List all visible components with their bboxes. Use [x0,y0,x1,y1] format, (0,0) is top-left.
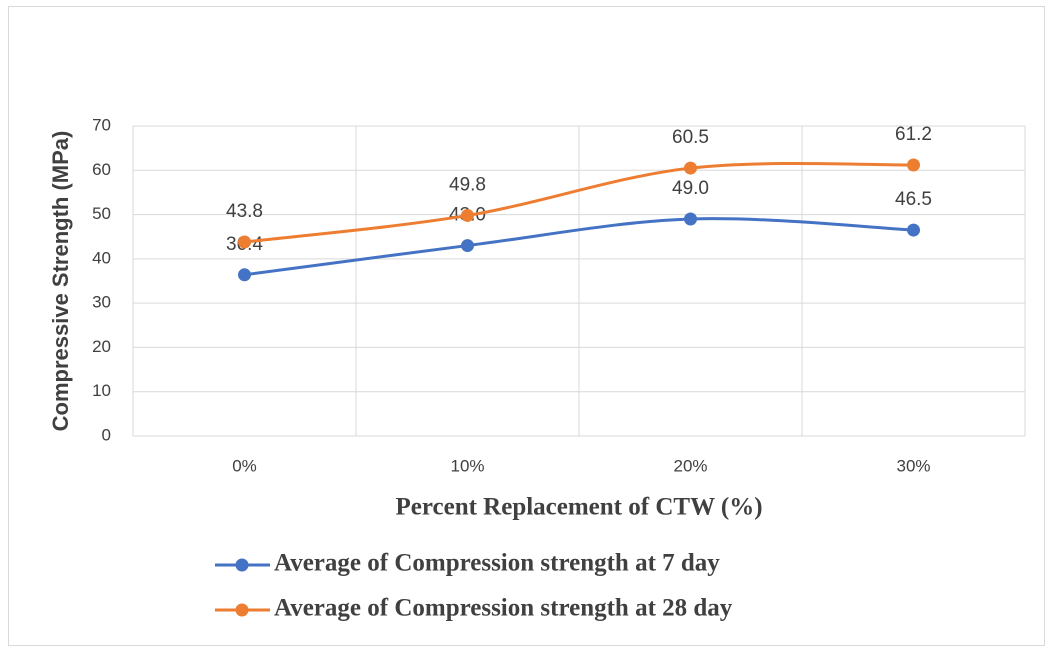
data-label: 60.5 [672,127,709,148]
x-tick-label: 30% [896,456,930,475]
point [238,235,251,249]
y-tick-label: 20 [92,337,111,356]
series-line [244,217,914,277]
y-tick-label: 40 [92,248,111,267]
data-label: 49.0 [672,178,709,199]
data-label: 43.8 [226,201,263,222]
y-tick-label: 30 [92,293,111,312]
y-tick-label: 60 [92,160,111,179]
point [461,208,474,222]
y-axis-title: Compressive Strength (MPa) [48,131,73,432]
x-tick-label: 20% [673,456,707,475]
x-tick-label: 10% [450,456,484,475]
x-tick-label: 0% [232,456,257,475]
point [907,158,920,172]
data-label: 49.8 [449,174,486,195]
data-label: 46.5 [895,189,932,210]
point [684,161,697,175]
point [461,239,474,253]
y-tick-label: 70 [92,115,111,134]
y-tick-label: 0 [102,425,111,444]
legend-marker [235,558,249,572]
point [907,223,920,237]
series-line [244,161,914,244]
x-axis-title: Percent Replacement of CTW (%) [395,494,762,521]
point [238,268,251,282]
y-tick-label: 50 [92,204,111,223]
legend-label: Average of Compression strength at 7 day [274,550,720,577]
data-label: 61.2 [895,124,932,145]
legend-marker [235,603,249,617]
legend-label: Average of Compression strength at 28 da… [274,595,733,622]
y-tick-label: 10 [92,381,111,400]
point [684,212,697,226]
